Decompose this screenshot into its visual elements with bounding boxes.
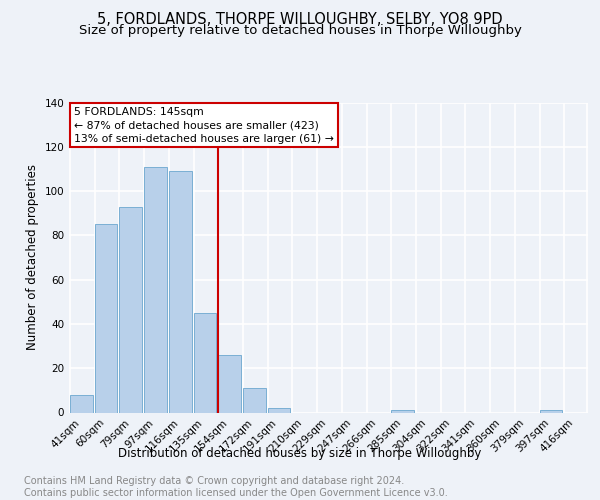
Bar <box>95 224 118 412</box>
Bar <box>539 410 562 412</box>
Bar <box>119 206 142 412</box>
Text: 5, FORDLANDS, THORPE WILLOUGHBY, SELBY, YO8 9PD: 5, FORDLANDS, THORPE WILLOUGHBY, SELBY, … <box>97 12 503 28</box>
Text: Distribution of detached houses by size in Thorpe Willoughby: Distribution of detached houses by size … <box>118 448 482 460</box>
Bar <box>194 313 216 412</box>
Text: Size of property relative to detached houses in Thorpe Willoughby: Size of property relative to detached ho… <box>79 24 521 37</box>
Bar <box>70 395 93 412</box>
Text: Contains HM Land Registry data © Crown copyright and database right 2024.
Contai: Contains HM Land Registry data © Crown c… <box>24 476 448 498</box>
Bar <box>218 355 241 412</box>
Bar <box>268 408 290 412</box>
Bar <box>243 388 266 412</box>
Bar <box>169 171 191 412</box>
Bar <box>391 410 414 412</box>
Text: 5 FORDLANDS: 145sqm
← 87% of detached houses are smaller (423)
13% of semi-detac: 5 FORDLANDS: 145sqm ← 87% of detached ho… <box>74 107 334 144</box>
Bar <box>144 166 167 412</box>
Y-axis label: Number of detached properties: Number of detached properties <box>26 164 39 350</box>
